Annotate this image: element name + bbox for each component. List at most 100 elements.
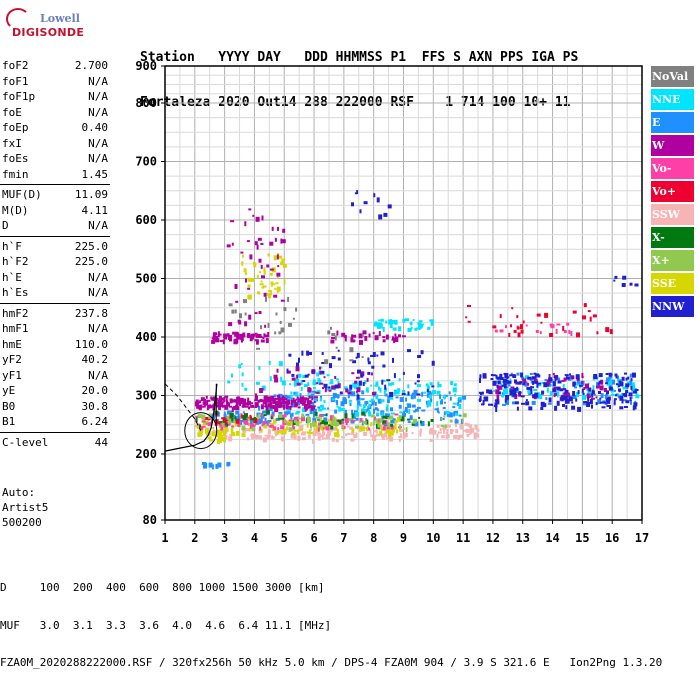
data-point-w bbox=[254, 406, 258, 408]
data-point-nne bbox=[429, 319, 432, 322]
data-point-x bbox=[440, 424, 445, 427]
data-point-w bbox=[394, 333, 397, 337]
data-point-e bbox=[366, 408, 370, 412]
data-point-x bbox=[221, 422, 225, 427]
data-point-ssw bbox=[449, 429, 453, 434]
data-point-w bbox=[394, 337, 399, 342]
data-point-nnw bbox=[513, 376, 516, 378]
data-point-nne bbox=[452, 387, 457, 393]
data-point-ssw bbox=[350, 438, 355, 442]
data-point-ssw bbox=[250, 435, 254, 439]
data-point-x bbox=[427, 421, 430, 427]
data-point-ssw bbox=[447, 424, 451, 428]
data-point-w bbox=[249, 254, 253, 260]
data-point-sse bbox=[196, 423, 201, 429]
data-point-nne bbox=[432, 390, 436, 395]
data-point-nnw bbox=[479, 378, 481, 383]
data-point-e bbox=[262, 411, 266, 414]
data-point-ssw bbox=[258, 429, 261, 434]
param-row-foes: foEs N/A bbox=[0, 151, 112, 167]
data-point-nnw bbox=[514, 401, 519, 405]
data-point-w bbox=[282, 395, 285, 398]
data-point-nne bbox=[393, 391, 397, 395]
data-point-nnw bbox=[482, 373, 487, 378]
data-point-w bbox=[495, 389, 500, 395]
data-point-vo bbox=[536, 313, 541, 317]
data-point-nnw bbox=[301, 350, 304, 356]
data-point-x bbox=[387, 422, 391, 428]
data-point-nnw bbox=[407, 349, 411, 353]
data-point-nne bbox=[375, 394, 379, 400]
digisonde-logo: Lowell DIGISONDE bbox=[4, 8, 84, 44]
param-key: M(D) bbox=[2, 203, 29, 217]
data-point-e bbox=[430, 398, 433, 403]
data-point-nnw bbox=[532, 395, 535, 399]
data-point-w bbox=[196, 404, 199, 409]
data-point-nnw bbox=[583, 401, 588, 403]
data-point-e bbox=[226, 461, 231, 466]
data-point-w bbox=[581, 376, 584, 379]
data-point-nne bbox=[394, 319, 398, 325]
data-point-ssw bbox=[375, 429, 378, 434]
data-point-e bbox=[612, 389, 616, 392]
data-point-ssw bbox=[253, 433, 257, 439]
data-point-nnw bbox=[431, 360, 435, 366]
data-point-sse bbox=[259, 283, 264, 286]
data-point-e bbox=[377, 398, 382, 404]
data-point-nnw bbox=[606, 405, 610, 407]
data-point-nne bbox=[326, 374, 330, 377]
data-point-w bbox=[282, 228, 286, 233]
data-point-w bbox=[249, 336, 253, 342]
data-point-e bbox=[256, 412, 261, 415]
data-point-nne bbox=[359, 403, 362, 407]
data-point-nne bbox=[419, 323, 424, 326]
data-point-noval bbox=[280, 327, 285, 333]
data-point-w bbox=[590, 397, 595, 400]
data-point-w bbox=[241, 337, 243, 343]
param-value: N/A bbox=[88, 105, 108, 119]
x-tick-label: 4 bbox=[251, 531, 258, 542]
param-row-md: M(D) 4.11 bbox=[0, 203, 112, 219]
data-point-ssw bbox=[446, 429, 449, 434]
param-key: fxI bbox=[2, 136, 22, 150]
data-point-w bbox=[341, 332, 346, 337]
data-point-x bbox=[205, 421, 209, 424]
data-point-vo bbox=[264, 420, 267, 424]
data-point-nne bbox=[398, 378, 401, 382]
data-point-w bbox=[287, 370, 291, 374]
param-row-hmf1: hmF1 N/A bbox=[0, 321, 112, 337]
data-point-sse bbox=[351, 428, 355, 433]
data-point-nnw bbox=[564, 395, 568, 401]
data-point-w bbox=[242, 398, 246, 404]
data-point-x bbox=[315, 416, 320, 419]
data-point-w bbox=[276, 254, 279, 260]
data-point-w bbox=[248, 208, 252, 211]
data-point-x bbox=[332, 416, 336, 422]
data-point-e bbox=[622, 399, 627, 402]
param-key: MUF(D) bbox=[2, 188, 42, 201]
data-point-w bbox=[319, 366, 321, 370]
data-point-ssw bbox=[419, 432, 422, 437]
data-point-vo bbox=[609, 329, 613, 335]
data-point-nnw bbox=[556, 386, 561, 391]
data-point-w bbox=[510, 386, 515, 389]
data-point-nne bbox=[376, 324, 380, 329]
data-point-w bbox=[267, 332, 270, 337]
data-point-nnw bbox=[373, 193, 376, 198]
data-point-ssw bbox=[262, 437, 267, 443]
data-point-vo bbox=[262, 421, 266, 426]
param-key: foF1p bbox=[2, 90, 36, 103]
data-point-sse bbox=[258, 271, 261, 274]
data-point-w bbox=[223, 397, 226, 403]
data-point-nne bbox=[331, 398, 335, 401]
data-point-vo bbox=[318, 422, 321, 427]
data-point-nnw bbox=[546, 384, 549, 387]
data-point-sse bbox=[284, 420, 289, 424]
data-point-vo bbox=[288, 419, 293, 422]
data-point-nnw bbox=[621, 399, 624, 404]
data-point-nne bbox=[579, 386, 582, 389]
data-point-nne bbox=[300, 386, 303, 391]
data-point-nnw bbox=[520, 372, 524, 378]
data-point-e bbox=[442, 418, 445, 420]
data-point-w bbox=[219, 403, 223, 407]
